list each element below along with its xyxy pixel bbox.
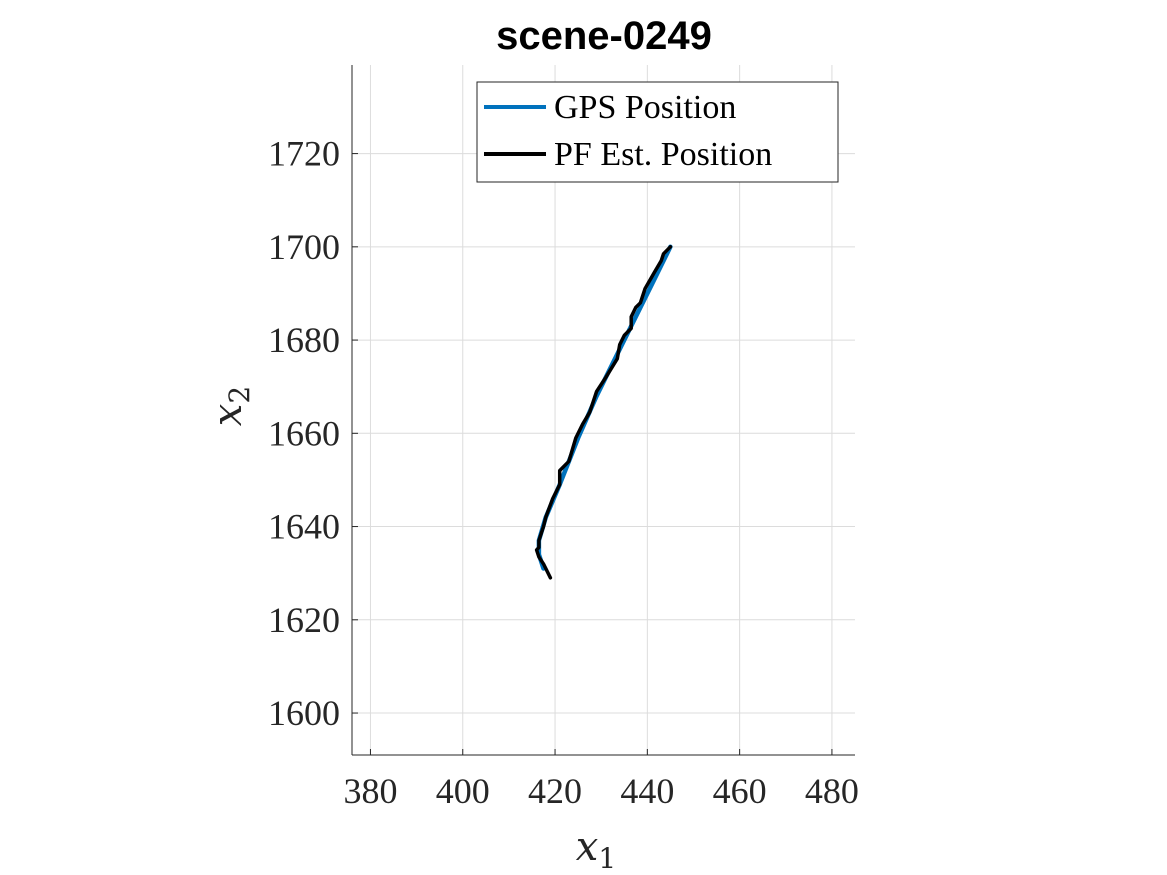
x-tick-label: 460 bbox=[713, 771, 767, 811]
x-tick-label: 380 bbox=[343, 771, 397, 811]
y-tick-label: 1700 bbox=[268, 227, 340, 267]
x-tick-label: 420 bbox=[528, 771, 582, 811]
x-tick-label: 400 bbox=[436, 771, 490, 811]
y-tick-label: 1680 bbox=[268, 320, 340, 360]
tick-labels: 380 400 420 440 460 480 1600 1620 1640 1660 1680 17… bbox=[268, 134, 859, 811]
y-tick-label: 1620 bbox=[268, 600, 340, 640]
y-tick-label: 1600 bbox=[268, 693, 340, 733]
y-axis-label: x2 bbox=[205, 386, 256, 426]
y-tick-label: 1660 bbox=[268, 413, 340, 453]
legend: GPS Position PF Est. Position bbox=[476, 81, 839, 183]
axes bbox=[351, 65, 855, 756]
pf-estimate-line bbox=[534, 245, 673, 580]
x-axis-label: x1 bbox=[576, 824, 616, 875]
legend-label-pf: PF Est. Position bbox=[554, 136, 772, 173]
gps-position-line bbox=[536, 244, 673, 571]
legend-box bbox=[476, 81, 839, 183]
y-tick-label: 1720 bbox=[268, 134, 340, 174]
x-tick-label: 480 bbox=[805, 771, 859, 811]
plot-area bbox=[534, 244, 673, 580]
legend-label-gps: GPS Position bbox=[554, 89, 736, 126]
x-tick-label: 440 bbox=[620, 771, 674, 811]
chart-title: scene-0249 bbox=[496, 14, 712, 58]
y-tick-label: 1640 bbox=[268, 507, 340, 547]
